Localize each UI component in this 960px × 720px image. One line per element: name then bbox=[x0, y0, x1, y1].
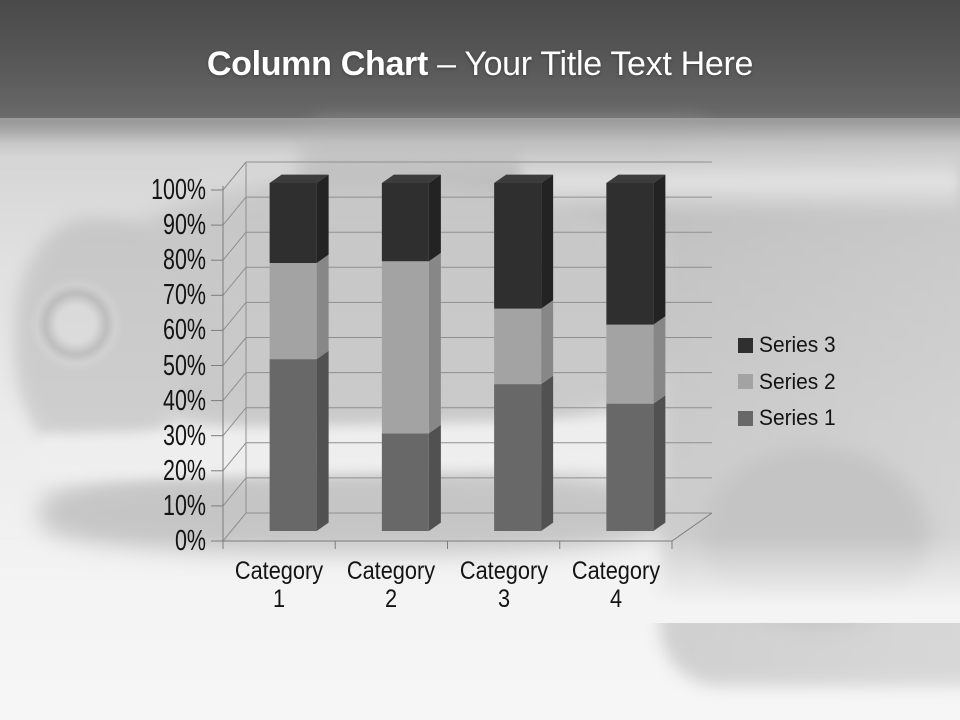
legend-label: Series 2 bbox=[759, 368, 836, 394]
column-segment-top bbox=[494, 174, 554, 183]
column-segment-front bbox=[381, 183, 429, 262]
gridline-diagonal bbox=[222, 231, 247, 261]
y-axis-label: 20% bbox=[163, 454, 206, 487]
gridline-diagonal bbox=[222, 477, 247, 507]
column-segment-top bbox=[381, 174, 441, 183]
column-segment-side bbox=[428, 424, 441, 531]
legend-swatch bbox=[738, 337, 753, 353]
category-label: Category 1 bbox=[234, 557, 324, 613]
legend-item: Series 2 bbox=[738, 368, 840, 394]
legend-item: Series 3 bbox=[738, 332, 840, 357]
column-segment-front bbox=[269, 263, 317, 360]
y-axis-label: 10% bbox=[163, 489, 206, 522]
gridline-diagonal bbox=[222, 266, 247, 296]
gridline-diagonal bbox=[222, 407, 247, 437]
gridline-diagonal bbox=[222, 196, 247, 226]
y-axis-label: 40% bbox=[163, 384, 206, 417]
column-segment-front bbox=[494, 183, 542, 309]
legend-swatch bbox=[738, 374, 753, 389]
column-segment-front bbox=[606, 183, 654, 325]
y-axis-label: 80% bbox=[163, 244, 206, 277]
column-segment-side bbox=[316, 254, 329, 360]
gridline-diagonal bbox=[222, 512, 247, 542]
column-segment-side bbox=[316, 350, 329, 531]
category-label: Category 2 bbox=[347, 557, 436, 613]
category-label: Category 3 bbox=[459, 557, 548, 613]
column-segment-front bbox=[494, 384, 542, 531]
column-segment-top bbox=[606, 174, 666, 183]
y-axis-label: 0% bbox=[174, 525, 206, 557]
y-axis-label: 90% bbox=[163, 209, 206, 242]
column-segment-side bbox=[541, 174, 554, 309]
gridline-diagonal bbox=[222, 302, 247, 331]
floor-right-edge bbox=[671, 512, 713, 542]
legend-swatch bbox=[738, 410, 753, 426]
y-axis-label: 70% bbox=[163, 279, 206, 312]
slide-title-rest: – Your Title Text Here bbox=[437, 44, 754, 83]
column-segment-side bbox=[428, 174, 441, 262]
gridline-diagonal bbox=[222, 372, 247, 401]
column-segment-top bbox=[269, 174, 329, 183]
column-segment-front bbox=[606, 403, 654, 531]
column-segment-front bbox=[381, 261, 429, 434]
legend-label: Series 1 bbox=[759, 405, 836, 430]
column-segment-front bbox=[606, 324, 654, 404]
y-axis-label: 50% bbox=[163, 349, 206, 382]
column-segment-side bbox=[541, 300, 554, 385]
column-segment-side bbox=[428, 252, 441, 434]
column-segment-side bbox=[653, 316, 666, 404]
column-segment-front bbox=[381, 433, 429, 531]
column-segment-front bbox=[269, 359, 317, 531]
y-axis-label: 100% bbox=[151, 174, 206, 206]
category-label: Category 4 bbox=[571, 557, 661, 613]
slide-title: Column Chart – Your Title Text Here bbox=[206, 44, 754, 84]
column-segment-side bbox=[316, 174, 329, 264]
column-segment-side bbox=[653, 395, 666, 531]
column-segment-side bbox=[653, 174, 666, 325]
column-segment-side bbox=[541, 375, 554, 531]
gridline-diagonal bbox=[222, 337, 247, 366]
slide-title-bold: Column Chart bbox=[206, 44, 429, 83]
column-segment-front bbox=[494, 308, 542, 385]
y-axis-label: 60% bbox=[163, 314, 206, 347]
column-segment-front bbox=[269, 183, 317, 264]
y-axis-label: 30% bbox=[163, 419, 206, 452]
gridline-diagonal bbox=[222, 161, 247, 191]
legend-label: Series 3 bbox=[759, 332, 836, 357]
slide-header: Column Chart – Your Title Text Here bbox=[0, 42, 960, 86]
gridline-diagonal bbox=[222, 442, 247, 472]
legend-item: Series 1 bbox=[738, 405, 840, 430]
